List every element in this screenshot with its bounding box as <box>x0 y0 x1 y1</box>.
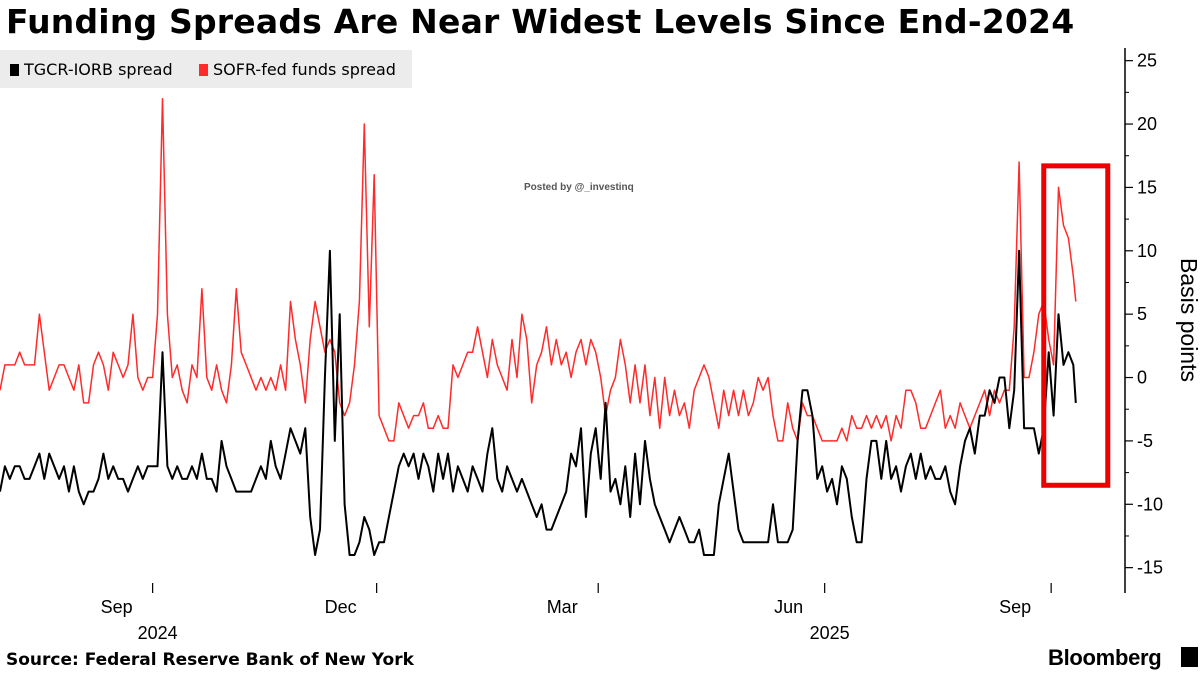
y-tick-label: -10 <box>1137 494 1163 514</box>
y-tick-label: 15 <box>1137 177 1157 197</box>
watermark: Posted by @_investinq <box>524 182 634 193</box>
brand-badge-icon <box>1181 647 1198 667</box>
legend-label-sofr: SOFR-fed funds spread <box>213 60 396 79</box>
y-tick-label: -5 <box>1137 431 1153 451</box>
chart-title: Funding Spreads Are Near Widest Levels S… <box>6 2 1075 41</box>
y-tick-label: -15 <box>1137 558 1163 578</box>
brand-logo: Bloomberg <box>1048 645 1162 670</box>
tgcr-iorb-spread-line <box>0 249 1077 556</box>
x-tick-label: Sep <box>101 597 133 617</box>
y-tick-label: 10 <box>1137 241 1157 261</box>
legend-swatch-tgcr <box>10 64 19 76</box>
y-tick-label: 25 <box>1137 51 1157 71</box>
source-note: Source: Federal Reserve Bank of New York <box>6 650 414 670</box>
x-tick-label: Sep <box>999 597 1031 617</box>
y-tick-label: 5 <box>1137 304 1147 324</box>
x-tick-label: Dec <box>325 597 357 617</box>
legend-item-sofr: SOFR-fed funds spread <box>199 60 396 79</box>
y-tick-label: 0 <box>1137 368 1147 388</box>
x-year-label: 2025 <box>810 623 850 643</box>
y-tick-label: 20 <box>1137 114 1157 134</box>
x-tick-label: Mar <box>547 597 578 617</box>
y-axis-label: Basis points <box>1176 258 1200 382</box>
legend-swatch-sofr <box>199 64 208 76</box>
x-year-label: 2024 <box>138 623 178 643</box>
x-tick-label: Jun <box>774 597 803 617</box>
legend-label-tgcr: TGCR-IORB spread <box>24 60 173 79</box>
legend: TGCR-IORB spread SOFR-fed funds spread <box>0 50 412 88</box>
sofr-fed-funds-spread-line <box>0 97 1077 442</box>
legend-item-tgcr: TGCR-IORB spread <box>10 60 173 79</box>
highlight-box <box>1041 163 1111 488</box>
